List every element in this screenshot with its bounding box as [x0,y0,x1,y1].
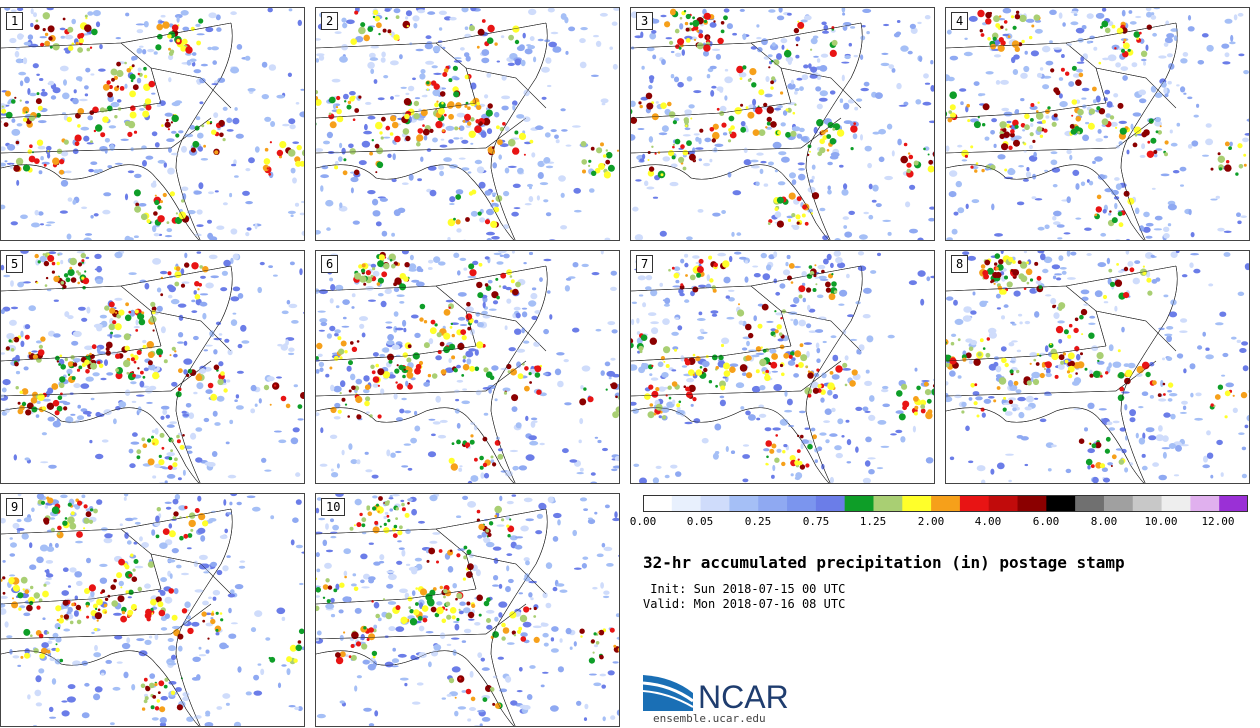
precip-map [631,8,934,240]
member-panel-9[interactable]: 9 [0,493,305,727]
member-panel-3[interactable]: 3 [630,7,935,241]
precip-map [1,8,304,240]
member-panel-8[interactable]: 8 [945,250,1250,484]
colorbar-swatch [844,495,874,512]
init-time: Init: Sun 2018-07-15 00 UTC [643,582,846,596]
colorbar-swatch [643,495,673,512]
precip-map [316,251,619,483]
precip-colorbar [643,495,1248,512]
precip-map [631,251,934,483]
colorbar-swatch [1075,495,1105,512]
member-label: 4 [951,12,969,30]
member-label: 1 [6,12,24,30]
ncar-logo-icon [643,675,694,711]
plot-title: 32-hr accumulated precipitation (in) pos… [643,553,1125,572]
member-panel-4[interactable]: 4 [945,7,1250,241]
colorbar-tick: 12.00 [1201,515,1235,528]
colorbar-tick: 0.00 [629,515,657,528]
colorbar-swatch [1219,495,1248,512]
colorbar-swatch [1103,495,1134,512]
colorbar-swatch [1017,495,1047,512]
site-url[interactable]: ensemble.ucar.edu [653,712,766,725]
member-label: 8 [951,255,969,273]
colorbar-swatch [815,495,846,512]
colorbar-tick: 2.00 [917,515,945,528]
colorbar-tick: 10.00 [1144,515,1178,528]
member-panel-7[interactable]: 7 [630,250,935,484]
colorbar-swatch [988,495,1019,512]
member-label: 2 [321,12,339,30]
colorbar-tick: 1.25 [859,515,887,528]
colorbar-swatch [1190,495,1220,512]
colorbar-tick: 6.00 [1032,515,1060,528]
valid-time: Valid: Mon 2018-07-16 08 UTC [643,597,846,611]
colorbar-swatch [931,495,961,512]
colorbar-swatch [787,495,817,512]
precip-map [316,8,619,240]
member-panel-2[interactable]: 2 [315,7,620,241]
colorbar-swatch [758,495,788,512]
colorbar-swatch [1161,495,1191,512]
colorbar-tick: 0.05 [686,515,714,528]
member-panel-6[interactable]: 6 [315,250,620,484]
precip-map [1,251,304,483]
colorbar-swatch [1046,495,1076,512]
colorbar-swatch [671,495,702,512]
colorbar-swatch [1132,495,1163,512]
colorbar-swatch [902,495,932,512]
member-label: 10 [321,498,346,516]
ncar-logo-text: NCAR [698,679,789,715]
colorbar-swatch [729,495,759,512]
member-panel-1[interactable]: 1 [0,7,305,241]
colorbar-tick: 4.00 [974,515,1002,528]
precip-map [946,8,1249,240]
member-label: 9 [6,498,24,516]
member-panel-10[interactable]: 10 [315,493,620,727]
colorbar-tick: 0.75 [802,515,830,528]
colorbar-tick: 8.00 [1090,515,1118,528]
member-label: 7 [636,255,654,273]
precip-map [316,494,619,726]
member-label: 6 [321,255,339,273]
colorbar-swatch [700,495,730,512]
colorbar-swatch [959,495,990,512]
precip-map [946,251,1249,483]
member-label: 3 [636,12,654,30]
member-panel-5[interactable]: 5 [0,250,305,484]
colorbar-tick: 0.25 [744,515,772,528]
precip-map [1,494,304,726]
colorbar-swatch [873,495,903,512]
member-label: 5 [6,255,24,273]
